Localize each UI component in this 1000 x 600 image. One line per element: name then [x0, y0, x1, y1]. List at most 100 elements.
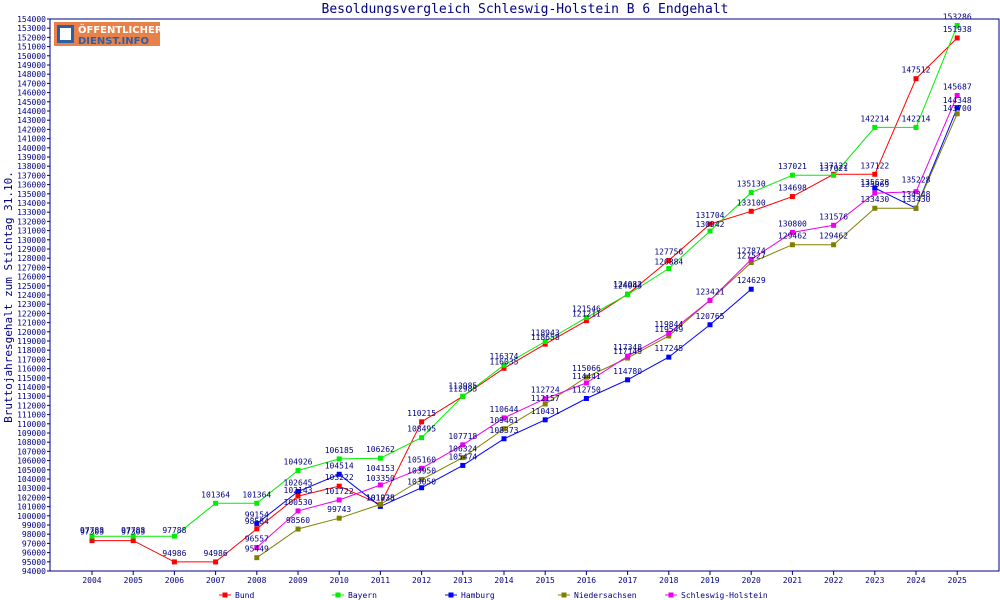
y-tick-label: 146000 — [17, 89, 46, 98]
y-tick-label: 113000 — [17, 392, 46, 401]
data-label: 101364 — [201, 490, 230, 499]
data-label: 94986 — [162, 549, 186, 558]
x-tick-label: 2011 — [371, 576, 390, 585]
data-point — [954, 35, 960, 41]
data-point — [707, 297, 713, 303]
y-tick-label: 101000 — [17, 503, 46, 512]
data-label: 137122 — [819, 161, 848, 170]
x-tick-label: 2023 — [865, 576, 884, 585]
x-tick-label: 2004 — [82, 576, 101, 585]
data-label: 131704 — [696, 211, 725, 220]
y-tick-label: 140000 — [17, 144, 46, 153]
data-label: 144348 — [943, 96, 972, 105]
y-tick-label: 131000 — [17, 227, 46, 236]
y-tick-label: 114000 — [17, 383, 46, 392]
data-label: 102143 — [284, 486, 313, 495]
y-tick-label: 125000 — [17, 282, 46, 291]
data-point — [831, 172, 837, 178]
data-point — [460, 462, 466, 468]
y-tick-label: 147000 — [17, 79, 46, 88]
data-point — [913, 76, 919, 82]
data-point — [295, 488, 301, 494]
data-point — [789, 242, 795, 248]
data-point — [460, 455, 466, 461]
data-point — [419, 419, 425, 425]
data-point — [583, 380, 589, 386]
y-tick-label: 145000 — [17, 98, 46, 107]
data-point — [954, 92, 960, 98]
y-tick-label: 116000 — [17, 365, 46, 374]
data-point — [625, 377, 631, 383]
brand-logo: ÖFFENTLICHER DIENST.INFO — [54, 22, 163, 47]
x-tick-label: 2016 — [577, 576, 596, 585]
data-label: 110644 — [490, 405, 519, 414]
data-point — [748, 256, 754, 262]
data-label: 117348 — [613, 343, 642, 352]
series-layer — [89, 23, 960, 565]
data-point — [583, 318, 589, 324]
y-tick-label: 102000 — [17, 493, 46, 502]
y-tick-label: 97000 — [22, 539, 46, 548]
legend-label: Bayern — [348, 591, 377, 600]
data-label: 129462 — [778, 232, 807, 241]
legend: Bund Bayern Hamburg Niedersachsen Schleswig-… — [219, 591, 768, 600]
y-tick-label: 153000 — [17, 24, 46, 33]
data-label: 112157 — [531, 394, 560, 403]
data-point — [542, 339, 548, 345]
y-tick-label: 120000 — [17, 328, 46, 337]
data-label: 106324 — [448, 445, 477, 454]
data-label: 130942 — [696, 220, 725, 229]
y-tick-label: 128000 — [17, 254, 46, 263]
data-point — [789, 172, 795, 178]
data-label: 116035 — [490, 357, 519, 366]
data-label: 143700 — [943, 104, 972, 113]
series-line — [92, 25, 958, 537]
data-label: 133100 — [737, 198, 766, 207]
legend-label: Bund — [235, 591, 254, 600]
data-point — [583, 315, 589, 321]
data-label: 107718 — [448, 432, 477, 441]
data-label: 117245 — [654, 344, 683, 353]
data-label: 103050 — [407, 478, 436, 487]
data-label: 98560 — [286, 516, 310, 525]
data-point — [295, 526, 301, 532]
data-point — [254, 526, 260, 532]
data-label: 108373 — [490, 426, 519, 435]
legend-item: Hamburg — [445, 591, 495, 600]
data-label: 124043 — [613, 282, 642, 291]
data-point — [913, 124, 919, 130]
data-label: 119844 — [654, 320, 683, 329]
data-label: 110215 — [407, 409, 436, 418]
y-tick-label: 119000 — [17, 337, 46, 346]
y-tick-label: 105000 — [17, 466, 46, 475]
data-point — [254, 544, 260, 550]
data-point — [872, 205, 878, 211]
data-label: 127527 — [737, 252, 766, 261]
data-label: 109461 — [490, 416, 519, 425]
legend-swatch — [448, 592, 454, 598]
data-label: 104514 — [325, 461, 354, 470]
series-hamburg — [254, 105, 960, 527]
data-point — [913, 189, 919, 195]
x-tick-label: 2007 — [206, 576, 225, 585]
data-point — [213, 500, 219, 506]
y-tick-label: 108000 — [17, 438, 46, 447]
y-tick-label: 137000 — [17, 171, 46, 180]
x-tick-label: 2022 — [824, 576, 843, 585]
x-tick-label: 2021 — [783, 576, 802, 585]
x-tick-label: 2014 — [494, 576, 513, 585]
y-tick-label: 123000 — [17, 300, 46, 309]
data-label: 118658 — [531, 333, 560, 342]
x-tick-label: 2015 — [536, 576, 555, 585]
y-tick-label: 95000 — [22, 558, 46, 567]
y-tick-label: 129000 — [17, 245, 46, 254]
data-label: 112985 — [448, 381, 477, 390]
y-tick-label: 139000 — [17, 153, 46, 162]
data-point — [542, 417, 548, 423]
data-label: 97303 — [121, 528, 145, 537]
data-point — [171, 533, 177, 539]
data-point — [419, 485, 425, 491]
data-label: 101364 — [242, 490, 271, 499]
data-point — [666, 354, 672, 360]
